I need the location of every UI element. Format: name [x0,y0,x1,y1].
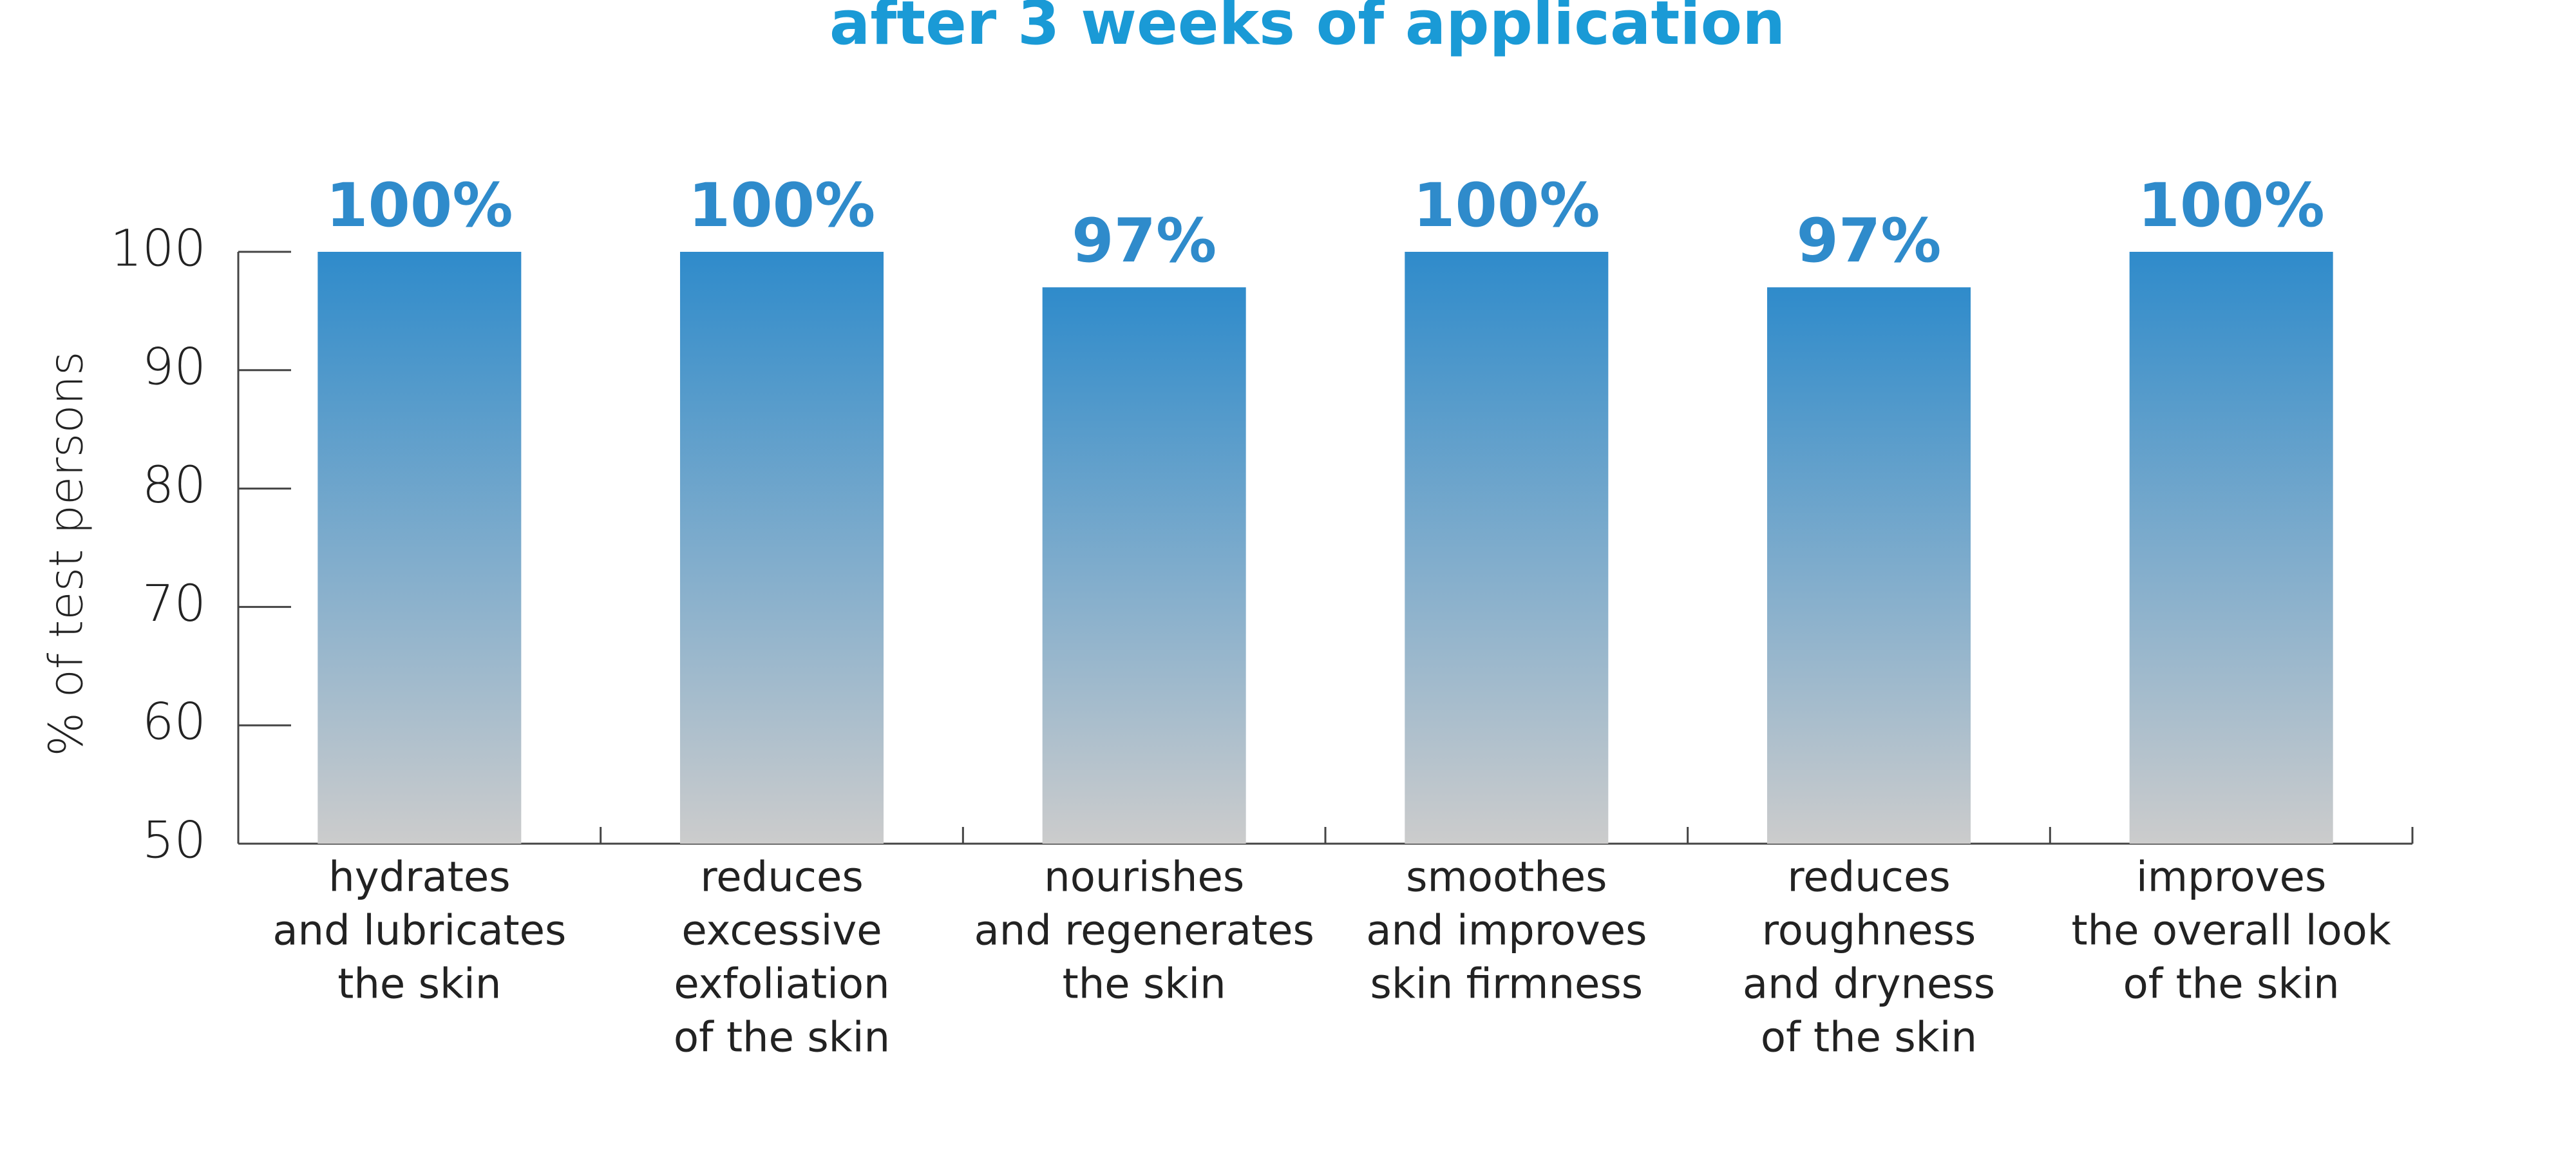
x-tick-label: nourishes [1044,854,1244,902]
bar [1767,287,1971,844]
y-tick-label: 60 [142,694,206,752]
x-tick-label: and lubricates [272,907,566,955]
x-tick-label: the overall look [2071,907,2391,955]
x-tick-label: the skin [1063,961,1226,1009]
value-label: 100% [326,171,513,241]
value-label: 97% [1072,206,1217,276]
value-label: 100% [1413,171,1600,241]
y-tick-label: 50 [142,812,206,870]
y-tick-label: 80 [142,457,206,515]
value-label: 100% [688,171,875,241]
x-tick-label: of the skin [1761,1014,1977,1062]
bar [1405,252,1609,844]
bar [2129,252,2333,844]
y-axis-label: % of test persons [39,351,93,756]
chart-title: after 3 weeks of application [829,0,1785,59]
x-tick-label: smoothes [1406,854,1607,902]
x-tick-label: improves [2136,854,2326,902]
x-tick-label: excessive [681,907,882,955]
x-tick-label: and improves [1366,907,1647,955]
value-label: 100% [2137,171,2324,241]
bar [1042,287,1246,844]
y-tick-label: 100 [110,220,206,278]
x-tick-label: exfoliation [674,961,889,1009]
x-tick-label: reduces [1787,854,1950,902]
x-tick-label: roughness [1762,907,1976,955]
bar [317,252,522,844]
value-label: 97% [1797,206,1942,276]
x-tick-label: the skin [337,961,501,1009]
x-tick-label: reduces [700,854,863,902]
y-tick-label: 70 [142,575,206,633]
x-tick-label: of the skin [2123,961,2340,1009]
x-tick-label: of the skin [674,1014,890,1062]
x-tick-label: hydrates [328,854,510,902]
x-tick-label: and regenerates [974,907,1314,955]
x-tick-label: skin firmness [1370,961,1643,1009]
bar [680,252,884,844]
y-tick-label: 90 [142,338,206,396]
x-tick-label: and dryness [1743,961,1995,1009]
